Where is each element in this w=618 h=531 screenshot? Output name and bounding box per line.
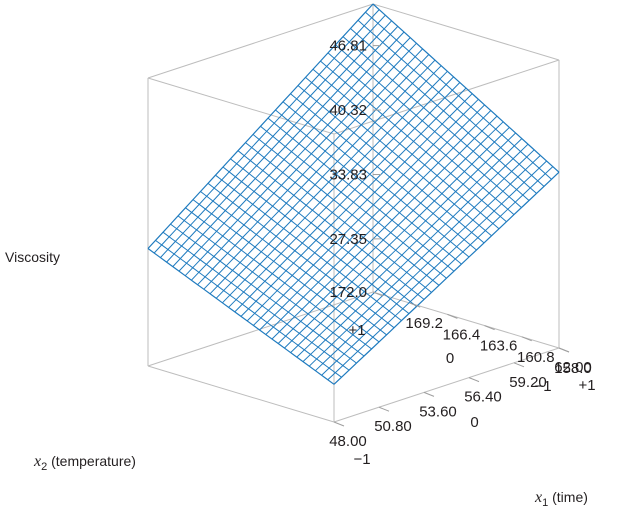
z-tick-label: 33.83 bbox=[329, 167, 367, 184]
x2-tick-label: 169.2 bbox=[405, 315, 443, 332]
surface-grid-line bbox=[160, 14, 386, 258]
box-bottom-edge bbox=[147, 365, 335, 423]
box-top-edge bbox=[147, 77, 335, 135]
box-bottom-edge bbox=[372, 291, 560, 349]
x1-tick-label: 53.60 bbox=[419, 403, 457, 420]
x1-coded-label: +1 bbox=[578, 377, 595, 394]
box-top-edge bbox=[333, 59, 560, 135]
x2-coded-label: +1 bbox=[348, 322, 365, 339]
x1-tick-mark bbox=[423, 391, 435, 397]
x1-axis-text: (time) bbox=[548, 489, 588, 505]
x2-axis-title: x2 (temperature) bbox=[33, 453, 136, 473]
x2-tick-mark bbox=[521, 336, 532, 342]
axis-labels: Viscosity x1 (time) x2 (temperature) bbox=[5, 249, 588, 509]
x2-coded-label: 0 bbox=[446, 350, 454, 367]
surface-grid-line bbox=[372, 3, 560, 173]
x1-tick-label: 62.00 bbox=[554, 359, 592, 376]
x1-tick-mark bbox=[513, 362, 525, 368]
x2-tick-label: 158.0 bbox=[554, 360, 592, 377]
box-top-edge bbox=[372, 3, 560, 61]
z-axis-title: Viscosity bbox=[5, 249, 60, 265]
x2-tick-mark bbox=[372, 291, 384, 297]
surface-grid-line bbox=[172, 26, 399, 267]
x1-coded-label: 0 bbox=[470, 414, 478, 431]
box-bottom-edge bbox=[333, 347, 560, 423]
x1-axis-sub: 1 bbox=[542, 497, 548, 509]
surface-grid-line bbox=[166, 20, 392, 263]
x2-axis-text: (temperature) bbox=[47, 453, 136, 469]
surface-grid-line bbox=[342, 36, 530, 201]
surface-grid-line bbox=[350, 28, 537, 194]
surface-grid-line bbox=[178, 31, 405, 272]
x2-top-label: 172.0 bbox=[329, 284, 367, 301]
surface-grid-line bbox=[153, 9, 380, 254]
surface-grid-line bbox=[357, 19, 545, 187]
x1-tick-mark bbox=[378, 406, 390, 412]
x1-tick-label: 50.80 bbox=[374, 418, 412, 435]
surface-grid-line bbox=[365, 11, 552, 180]
z-tick-label: 46.81 bbox=[329, 38, 367, 55]
x1-tick-mark bbox=[333, 421, 345, 427]
x2-coded-label: −1 bbox=[534, 378, 551, 395]
x1-axis-title: x1 (time) bbox=[534, 489, 588, 509]
x2-tick-mark bbox=[484, 325, 495, 331]
x1-axis-var: x bbox=[534, 489, 542, 506]
surface-grid-line bbox=[267, 117, 455, 272]
x2-tick-label: 160.8 bbox=[517, 349, 555, 366]
x2-axis-sub: 2 bbox=[41, 461, 47, 473]
x2-tick-label: 166.4 bbox=[443, 326, 481, 343]
x1-tick-label: 56.40 bbox=[464, 389, 502, 406]
x2-tick-label: 163.6 bbox=[480, 338, 518, 355]
axis-ticks: 48.0050.8053.6056.4059.2062.00−10+1158.0… bbox=[329, 38, 595, 468]
x2-axis-var: x bbox=[33, 453, 41, 470]
z-tick-label: 27.35 bbox=[329, 231, 367, 248]
x1-tick-mark bbox=[468, 377, 480, 383]
z-tick-label: 40.32 bbox=[329, 102, 367, 119]
x1-tick-label: 59.20 bbox=[509, 374, 547, 391]
viscosity-surface bbox=[147, 3, 560, 385]
x2-tick-mark bbox=[410, 302, 421, 308]
x1-tick-label: 48.00 bbox=[329, 433, 367, 450]
x2-tick-mark bbox=[447, 313, 458, 319]
box-top-edge bbox=[147, 3, 374, 79]
x1-coded-label: −1 bbox=[353, 451, 370, 468]
x2-tick-mark bbox=[558, 347, 570, 353]
surface-grid-line bbox=[147, 3, 374, 249]
